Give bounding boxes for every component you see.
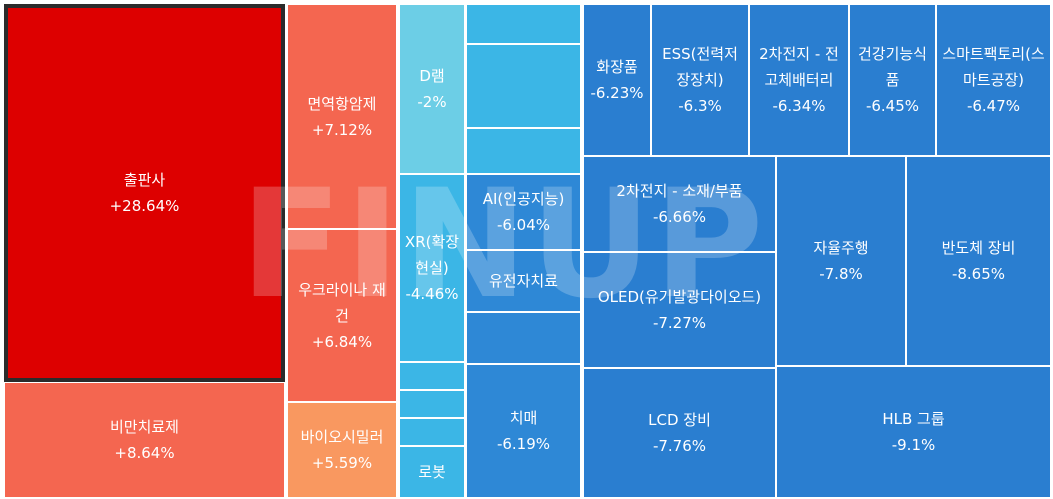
tile-label: HLB 그룹 -9.1%: [878, 406, 948, 458]
tile-label: 출판사 +28.64%: [106, 167, 184, 219]
tile-label: ESS(전력저장장치) -6.3%: [652, 41, 748, 119]
tile-change: -6.3%: [678, 97, 722, 115]
tile-name: 2차전지 - 소재/부품: [616, 182, 743, 200]
treemap-tile[interactable]: AI(인공지능) -6.04%: [466, 174, 581, 250]
tile-label: XR(확장현실) -4.46%: [400, 229, 464, 307]
tile-change: -6.34%: [772, 97, 826, 115]
tile-change: -7.76%: [652, 437, 707, 455]
tile-change: -4.46%: [405, 285, 459, 303]
treemap-tile[interactable]: 로봇: [399, 446, 465, 498]
tile-name: AI(인공지능): [482, 190, 565, 208]
tile-label: 반도체 장비 -8.65%: [938, 235, 1020, 287]
tile-label: 유전자치료: [485, 268, 562, 294]
tile-change: -6.66%: [652, 208, 707, 226]
tile-change: -6.47%: [966, 97, 1021, 115]
tile-change: -7.27%: [652, 314, 707, 332]
treemap-tile[interactable]: XR(확장현실) -4.46%: [399, 174, 465, 362]
tile-name: 반도체 장비: [941, 239, 1016, 257]
tile-label: 우크라이나 재건 +6.84%: [288, 277, 396, 355]
tile-label: 면역항암제 +7.12%: [303, 91, 380, 143]
tile-label: 치매 -6.19%: [493, 405, 554, 457]
tile-change: +28.64%: [109, 197, 180, 215]
tile-name: ESS(전력저장장치): [662, 45, 738, 89]
tile-change: +7.12%: [311, 120, 373, 139]
tile-name: 스마트팩토리(스마트공장): [942, 45, 1045, 89]
tile-name: LCD 장비: [648, 411, 711, 429]
tile-name: 건강기능식품: [857, 45, 927, 89]
treemap-tile[interactable]: [466, 44, 581, 128]
tile-name: 면역항암제: [307, 94, 377, 113]
tile-label: OLED(유기발광다이오드) -7.27%: [594, 284, 765, 336]
tile-name: 바이오시밀러: [300, 428, 384, 446]
tile-label: 자율주행 -7.8%: [809, 235, 872, 287]
treemap-tile[interactable]: [466, 312, 581, 364]
treemap-tile[interactable]: 치매 -6.19%: [466, 364, 581, 498]
tile-change: -6.19%: [496, 435, 551, 453]
tile-name: 유전자치료: [488, 272, 558, 290]
treemap-tile[interactable]: 자율주행 -7.8%: [776, 156, 906, 366]
tile-label: 바이오시밀러 +5.59%: [297, 424, 388, 476]
tile-label: D램 -2%: [413, 63, 450, 115]
treemap-tile[interactable]: 유전자치료: [466, 250, 581, 312]
treemap-tile[interactable]: ESS(전력저장장치) -6.3%: [651, 4, 749, 156]
tile-label: 로봇: [414, 459, 450, 485]
tile-change: +8.64%: [114, 444, 175, 462]
treemap-tile[interactable]: 2차전지 - 전고체배터리 -6.34%: [749, 4, 849, 156]
tile-name: 치매: [509, 409, 538, 427]
tile-label: AI(인공지능) -6.04%: [479, 186, 569, 238]
tile-label: 건강기능식품 -6.45%: [850, 41, 935, 119]
tile-change: +5.59%: [311, 454, 373, 472]
treemap-tile[interactable]: [399, 362, 465, 390]
tile-label: 비만치료제 +8.64%: [106, 414, 183, 466]
treemap-tile[interactable]: LCD 장비 -7.76%: [583, 368, 776, 498]
treemap-tile[interactable]: 면역항암제 +7.12%: [287, 4, 397, 229]
treemap-tile[interactable]: 2차전지 - 소재/부품 -6.66%: [583, 156, 776, 252]
treemap-tile[interactable]: 출판사 +28.64%: [4, 4, 285, 382]
tile-name: 비만치료제: [109, 418, 179, 436]
tile-name: OLED(유기발광다이오드): [597, 288, 762, 306]
treemap-tile[interactable]: 화장품 -6.23%: [583, 4, 651, 156]
tile-name: 화장품: [596, 58, 638, 76]
treemap-tile[interactable]: [466, 128, 581, 174]
tile-name: XR(확장현실): [404, 233, 460, 277]
treemap-tile[interactable]: 비만치료제 +8.64%: [4, 382, 285, 498]
tile-change: -8.65%: [951, 265, 1006, 283]
treemap-tile[interactable]: 우크라이나 재건 +6.84%: [287, 229, 397, 402]
tile-label: 2차전지 - 전고체배터리 -6.34%: [750, 41, 848, 119]
tile-label: LCD 장비 -7.76%: [644, 407, 715, 459]
treemap-tile[interactable]: HLB 그룹 -9.1%: [776, 366, 1051, 498]
tile-change: -7.8%: [819, 265, 863, 283]
treemap-tile[interactable]: D램 -2%: [399, 4, 465, 174]
treemap-tile[interactable]: [399, 390, 465, 418]
treemap-tile[interactable]: [466, 4, 581, 44]
tile-name: D램: [419, 67, 445, 85]
tile-change: -6.23%: [590, 84, 644, 102]
tile-name: HLB 그룹: [882, 410, 945, 428]
tile-name: 2차전지 - 전고체배터리: [759, 45, 839, 89]
tile-name: 자율주행: [813, 239, 869, 257]
tile-name: 출판사: [123, 171, 166, 189]
treemap-tile[interactable]: [399, 418, 465, 446]
tile-change: -6.45%: [865, 97, 920, 115]
treemap-tile[interactable]: 반도체 장비 -8.65%: [906, 156, 1051, 366]
tile-change: +6.84%: [311, 332, 373, 351]
tile-label: 스마트팩토리(스마트공장) -6.47%: [937, 41, 1050, 119]
tile-change: -6.04%: [496, 216, 551, 234]
tile-label: 화장품 -6.23%: [586, 54, 647, 106]
treemap-tile[interactable]: 스마트팩토리(스마트공장) -6.47%: [936, 4, 1051, 156]
treemap-tile[interactable]: 바이오시밀러 +5.59%: [287, 402, 397, 498]
tile-change: -9.1%: [891, 436, 936, 454]
treemap-tile[interactable]: OLED(유기발광다이오드) -7.27%: [583, 252, 776, 368]
tile-label: 2차전지 - 소재/부품 -6.66%: [612, 178, 746, 230]
tile-change: -2%: [417, 93, 447, 111]
tile-name: 로봇: [418, 463, 446, 481]
treemap-tile[interactable]: 건강기능식품 -6.45%: [849, 4, 936, 156]
tile-name: 우크라이나 재건: [298, 280, 386, 325]
